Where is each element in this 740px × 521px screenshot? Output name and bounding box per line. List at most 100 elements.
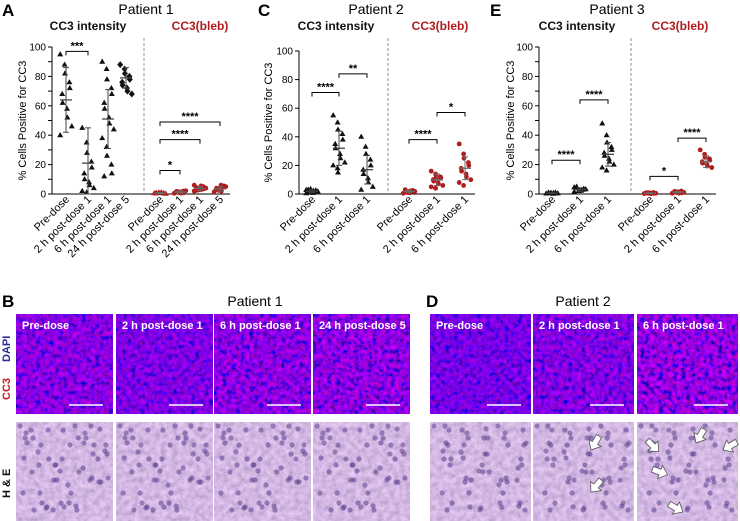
data-point — [603, 132, 610, 138]
nucleus — [460, 455, 466, 461]
nucleus — [515, 465, 521, 471]
nucleus — [95, 456, 101, 462]
panel-d-title: Patient 2 — [555, 293, 610, 309]
nucleus — [355, 500, 361, 506]
micrograph-cc3-signal — [16, 314, 113, 414]
nucleus — [67, 442, 73, 448]
arrow-icon — [667, 500, 684, 515]
nucleus — [279, 440, 285, 446]
micrograph-label: Pre-dose — [436, 320, 483, 332]
data-point — [362, 143, 369, 149]
nucleus — [265, 442, 271, 448]
nucleus — [264, 500, 270, 506]
data-point — [330, 112, 337, 118]
nucleus — [501, 435, 507, 441]
nucleus — [384, 477, 390, 483]
nucleus — [234, 462, 240, 468]
nucleus — [172, 423, 178, 429]
data-point — [709, 165, 715, 170]
nucleus — [130, 435, 136, 441]
panel-letter-e: E — [490, 1, 501, 20]
data-point — [571, 188, 578, 194]
nucleus — [550, 462, 556, 468]
nucleus — [300, 448, 306, 454]
arrow-icon — [693, 427, 708, 444]
significance-label: * — [662, 165, 667, 177]
panel-c-header-intensity: CC3 intensity — [298, 19, 375, 33]
nucleus — [604, 435, 610, 441]
nucleus — [81, 440, 87, 446]
nucleus — [651, 507, 657, 513]
nucleus — [561, 449, 567, 455]
nucleus — [483, 426, 489, 432]
data-point — [110, 126, 117, 132]
nucleus — [76, 469, 82, 475]
panel-letter-b: B — [2, 292, 14, 311]
nucleus — [173, 503, 179, 509]
nucleus — [570, 504, 576, 510]
nucleus — [117, 423, 123, 429]
arrow-icon-shape — [650, 464, 669, 480]
data-point — [337, 150, 343, 156]
significance-bracket — [649, 175, 679, 181]
nucleus — [145, 427, 151, 433]
nucleus — [221, 430, 227, 436]
nucleus — [66, 500, 72, 506]
nucleus — [547, 507, 553, 513]
data-point — [61, 61, 68, 67]
nucleus — [129, 469, 135, 475]
data-point — [369, 183, 376, 189]
nucleus — [138, 442, 144, 448]
panel-e-header-bleb: CC3(bleb) — [652, 19, 709, 33]
nucleus — [618, 465, 624, 471]
panel-c-header-bleb: CC3(bleb) — [412, 19, 469, 33]
significance-bracket — [551, 159, 581, 165]
data-point — [608, 143, 615, 149]
data-point — [128, 90, 135, 98]
nucleus — [688, 435, 694, 441]
nucleus — [328, 507, 334, 513]
data-point — [88, 164, 95, 170]
significance-label: **** — [683, 127, 701, 139]
nucleus — [87, 477, 93, 483]
nucleus — [37, 490, 43, 496]
data-point — [608, 146, 615, 152]
nucleus — [293, 456, 299, 462]
arrow-icon — [644, 437, 660, 453]
nucleus — [74, 507, 80, 513]
nucleus — [666, 427, 672, 433]
significance-label: * — [449, 101, 454, 113]
nucleus — [673, 490, 679, 496]
nucleus — [380, 435, 386, 441]
micrograph-label: 24 h post-dose 5 — [319, 320, 406, 332]
nucleus — [668, 442, 674, 448]
nucleus — [586, 426, 592, 432]
nucleus — [443, 440, 449, 446]
nucleus — [534, 423, 540, 429]
data-point — [81, 170, 88, 176]
nucleus — [464, 430, 470, 436]
nucleus — [565, 479, 571, 485]
nucleus — [542, 490, 548, 496]
nucleus — [235, 490, 241, 496]
micrograph-label: 2 h post-dose 1 — [122, 320, 203, 332]
nucleus — [35, 449, 41, 455]
nucleus — [181, 440, 187, 446]
nucleus — [686, 462, 692, 468]
nucleus — [343, 456, 349, 462]
nucleus — [83, 435, 89, 441]
y-tick-label: 60 — [282, 104, 294, 115]
nucleus — [522, 507, 528, 513]
nucleus — [320, 430, 326, 436]
nucleus — [347, 507, 353, 513]
nucleus — [568, 435, 574, 441]
nucleus — [356, 456, 362, 462]
nucleus — [51, 477, 57, 483]
nucleus — [400, 442, 406, 448]
nucleus — [392, 456, 398, 462]
data-point — [119, 81, 126, 89]
data-point — [599, 164, 606, 170]
